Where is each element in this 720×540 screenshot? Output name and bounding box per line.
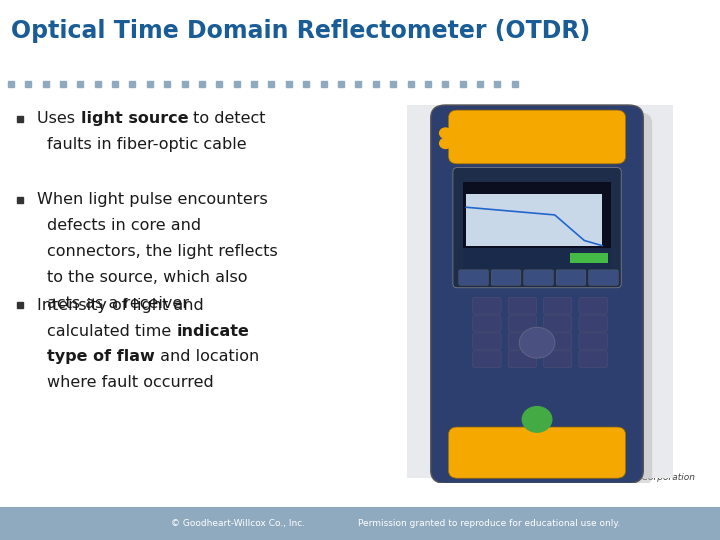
FancyBboxPatch shape <box>491 270 521 285</box>
FancyBboxPatch shape <box>463 248 611 268</box>
Text: to the source, which also: to the source, which also <box>47 270 247 285</box>
Text: where fault occurred: where fault occurred <box>47 375 214 390</box>
FancyBboxPatch shape <box>508 297 536 314</box>
FancyBboxPatch shape <box>544 333 572 350</box>
FancyBboxPatch shape <box>579 351 607 368</box>
Circle shape <box>440 128 451 138</box>
FancyBboxPatch shape <box>544 315 572 332</box>
FancyBboxPatch shape <box>544 297 572 314</box>
FancyBboxPatch shape <box>508 315 536 332</box>
Text: connectors, the light reflects: connectors, the light reflects <box>47 244 277 259</box>
FancyBboxPatch shape <box>449 110 626 164</box>
FancyBboxPatch shape <box>446 113 652 486</box>
FancyBboxPatch shape <box>544 351 572 368</box>
FancyBboxPatch shape <box>467 194 602 246</box>
FancyBboxPatch shape <box>579 297 607 314</box>
FancyBboxPatch shape <box>557 270 586 285</box>
Text: Courtesy of Fluke Corporation: Courtesy of Fluke Corporation <box>560 474 695 482</box>
Text: When light pulse encounters: When light pulse encounters <box>37 192 268 207</box>
Text: © Goodheart-Willcox Co., Inc.: © Goodheart-Willcox Co., Inc. <box>171 519 305 528</box>
FancyBboxPatch shape <box>473 297 501 314</box>
Text: Intensity of light and: Intensity of light and <box>37 298 204 313</box>
Text: indicate: indicate <box>176 323 249 339</box>
FancyBboxPatch shape <box>459 270 488 285</box>
FancyBboxPatch shape <box>508 333 536 350</box>
FancyBboxPatch shape <box>589 270 618 285</box>
Text: light source: light source <box>81 111 188 126</box>
FancyBboxPatch shape <box>473 315 501 332</box>
Text: faults in fiber-optic cable: faults in fiber-optic cable <box>47 137 246 152</box>
FancyBboxPatch shape <box>579 333 607 350</box>
FancyBboxPatch shape <box>579 315 607 332</box>
FancyBboxPatch shape <box>408 105 673 478</box>
FancyBboxPatch shape <box>473 333 501 350</box>
FancyBboxPatch shape <box>453 167 621 288</box>
Text: Permission granted to reproduce for educational use only.: Permission granted to reproduce for educ… <box>359 519 621 528</box>
Text: Uses: Uses <box>37 111 81 126</box>
FancyBboxPatch shape <box>570 253 608 264</box>
Circle shape <box>440 138 451 149</box>
Text: defects in core and: defects in core and <box>47 218 201 233</box>
Circle shape <box>522 407 552 432</box>
Text: Optical Time Domain Reflectometer (OTDR): Optical Time Domain Reflectometer (OTDR) <box>11 19 590 43</box>
Text: type of flaw: type of flaw <box>47 349 155 364</box>
FancyBboxPatch shape <box>508 351 536 368</box>
Text: calculated time: calculated time <box>47 323 176 339</box>
FancyBboxPatch shape <box>473 351 501 368</box>
Text: and location: and location <box>155 349 258 364</box>
FancyBboxPatch shape <box>463 181 611 253</box>
Text: acts as a receiver: acts as a receiver <box>47 296 189 311</box>
Text: to detect: to detect <box>188 111 266 126</box>
FancyBboxPatch shape <box>449 427 626 478</box>
Circle shape <box>519 327 554 358</box>
FancyBboxPatch shape <box>0 507 720 540</box>
FancyBboxPatch shape <box>431 105 644 483</box>
FancyBboxPatch shape <box>523 270 553 285</box>
